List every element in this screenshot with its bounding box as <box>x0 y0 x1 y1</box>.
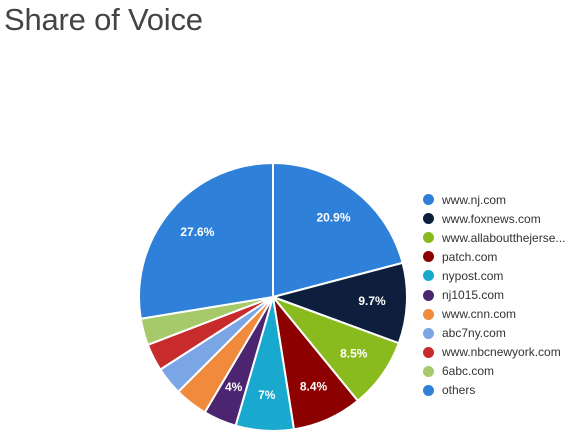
pie-slices <box>138 162 408 432</box>
legend-label: 6abc.com <box>442 364 495 379</box>
legend-swatch <box>423 327 434 339</box>
legend-label: www.cnn.com <box>442 307 517 322</box>
slice-value-label: 8.5% <box>340 347 368 361</box>
legend-swatch <box>423 213 434 225</box>
legend-swatch <box>423 384 434 396</box>
legend-label: abc7ny.com <box>442 326 506 341</box>
pie-slice-labels: 20.9% 9.7% 8.5% 8.4% 7% 4% 27.6% <box>180 211 386 403</box>
legend-swatch <box>423 232 434 244</box>
legend-label: www.nj.com <box>442 192 507 207</box>
legend-label: www.nbcnewyork.com <box>442 345 561 360</box>
legend-label: nypost.com <box>442 268 504 283</box>
slice-value-label: 8.4% <box>300 380 328 394</box>
slice-value-label: 20.9% <box>317 211 351 225</box>
legend-item[interactable]: www.foxnews.com <box>423 209 573 228</box>
pie-slice-2[interactable] <box>272 261 408 345</box>
legend-item[interactable]: 6abc.com <box>423 362 573 381</box>
legend-swatch <box>423 251 434 263</box>
legend-item[interactable]: others <box>423 381 573 400</box>
legend-swatch <box>423 289 434 301</box>
legend-item[interactable]: nypost.com <box>423 266 573 285</box>
slice-value-label: 9.7% <box>358 294 386 308</box>
chart-title: Share of Voice <box>4 2 203 37</box>
legend-item[interactable]: www.cnn.com <box>423 305 573 324</box>
legend-item[interactable]: www.allaboutthejerse... <box>423 228 573 247</box>
legend-item[interactable]: patch.com <box>423 247 573 266</box>
legend-item[interactable]: nj1015.com <box>423 285 573 304</box>
legend-item[interactable]: www.nbcnewyork.com <box>423 343 573 362</box>
legend-label: nj1015.com <box>442 288 505 303</box>
legend-label: patch.com <box>442 249 498 264</box>
legend-label: others <box>442 383 476 398</box>
legend-label: www.allaboutthejerse... <box>442 230 566 245</box>
legend-item[interactable]: www.nj.com <box>423 190 573 209</box>
slice-value-label: 27.6% <box>180 225 214 239</box>
legend-swatch <box>423 194 434 206</box>
pie-slice-1[interactable] <box>272 162 404 298</box>
legend-label: www.foxnews.com <box>442 211 541 226</box>
legend-item[interactable]: abc7ny.com <box>423 324 573 343</box>
legend-swatch <box>423 365 434 377</box>
chart-legend: www.nj.com www.foxnews.com www.allaboutthe… <box>423 190 573 400</box>
slice-value-label: 7% <box>258 388 276 402</box>
legend-swatch <box>423 346 434 358</box>
legend-swatch <box>423 270 434 282</box>
legend-swatch <box>423 308 434 320</box>
pie-slice-11[interactable] <box>138 162 274 320</box>
slice-value-label: 4% <box>225 380 243 394</box>
